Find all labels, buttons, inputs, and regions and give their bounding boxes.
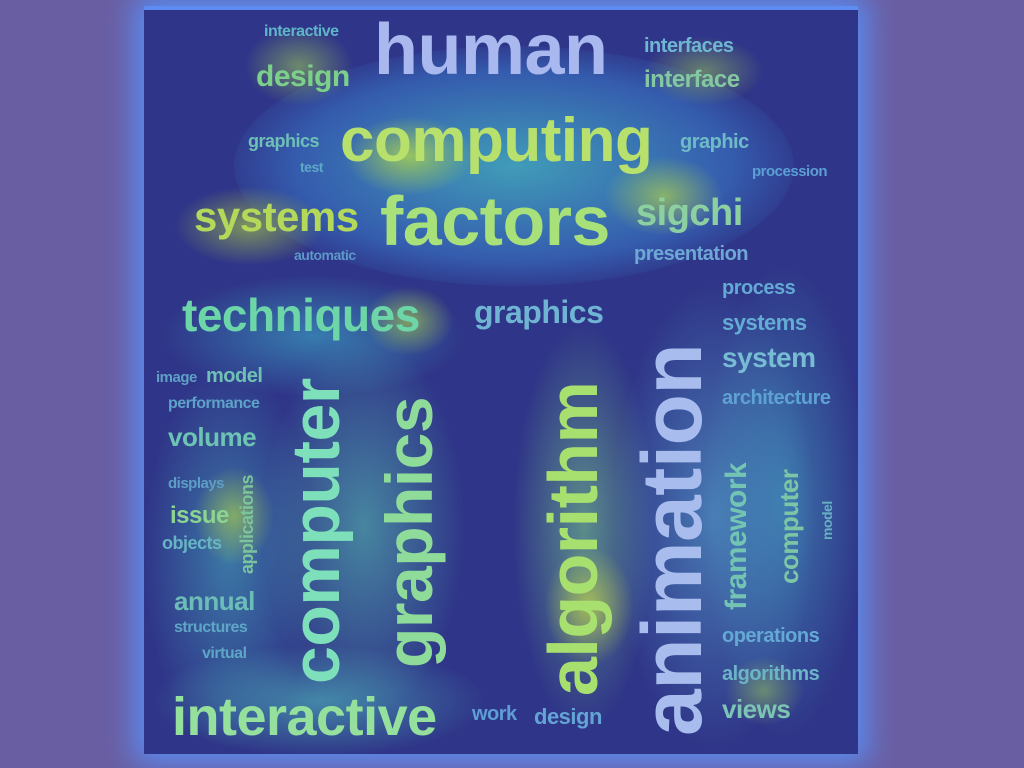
word-interfaces: interfaces	[644, 35, 734, 57]
word-animation: animation	[625, 343, 719, 736]
word-operations: operations	[722, 625, 820, 647]
word-process: process	[722, 277, 796, 299]
word-graphic: graphic	[680, 131, 749, 153]
word-structures: structures	[174, 619, 248, 636]
word-computer-right: computer	[774, 469, 804, 584]
word-interface: interface	[644, 66, 740, 93]
word-sigchi: sigchi	[636, 192, 743, 234]
word-interactive-bottom: interactive	[172, 687, 437, 747]
word-presentation: presentation	[634, 243, 749, 265]
word-image: image	[156, 369, 197, 386]
word-test: test	[300, 159, 323, 175]
word-views: views	[722, 694, 791, 724]
word-algorithm: algorithm	[534, 381, 612, 696]
word-algorithms: algorithms	[722, 663, 820, 685]
word-interactive-top: interactive	[264, 23, 339, 40]
word-techniques: techniques	[182, 289, 420, 341]
word-automatic: automatic	[294, 247, 356, 263]
word-human: human	[374, 10, 608, 90]
word-systems-right: systems	[722, 310, 807, 335]
word-computing: computing	[340, 106, 653, 175]
word-computer-big: computer	[278, 378, 354, 684]
word-procession: procession	[752, 163, 828, 180]
word-volume: volume	[168, 422, 257, 452]
word-design-bottom: design	[534, 704, 602, 729]
word-performance: performance	[168, 395, 260, 412]
word-work: work	[472, 703, 517, 725]
word-graphics-small: graphics	[248, 131, 320, 151]
word-applications: applications	[237, 474, 257, 574]
word-architecture: architecture	[722, 387, 831, 409]
word-model-right: model	[819, 501, 835, 540]
word-cloud-canvas: interactive design human interfaces inte…	[144, 6, 858, 754]
word-annual: annual	[174, 586, 255, 616]
word-design-top: design	[256, 60, 350, 93]
word-graphics-big: graphics	[372, 396, 446, 668]
word-virtual: virtual	[202, 645, 247, 662]
word-systems-left: systems	[194, 193, 359, 240]
word-system: system	[722, 342, 816, 373]
word-displays: displays	[168, 475, 225, 492]
word-graphics-mid: graphics	[474, 294, 604, 330]
word-factors: factors	[380, 182, 610, 260]
word-issue: issue	[170, 502, 229, 529]
word-framework: framework	[720, 462, 753, 610]
word-model-left: model	[206, 365, 263, 387]
word-objects: objects	[162, 533, 222, 553]
